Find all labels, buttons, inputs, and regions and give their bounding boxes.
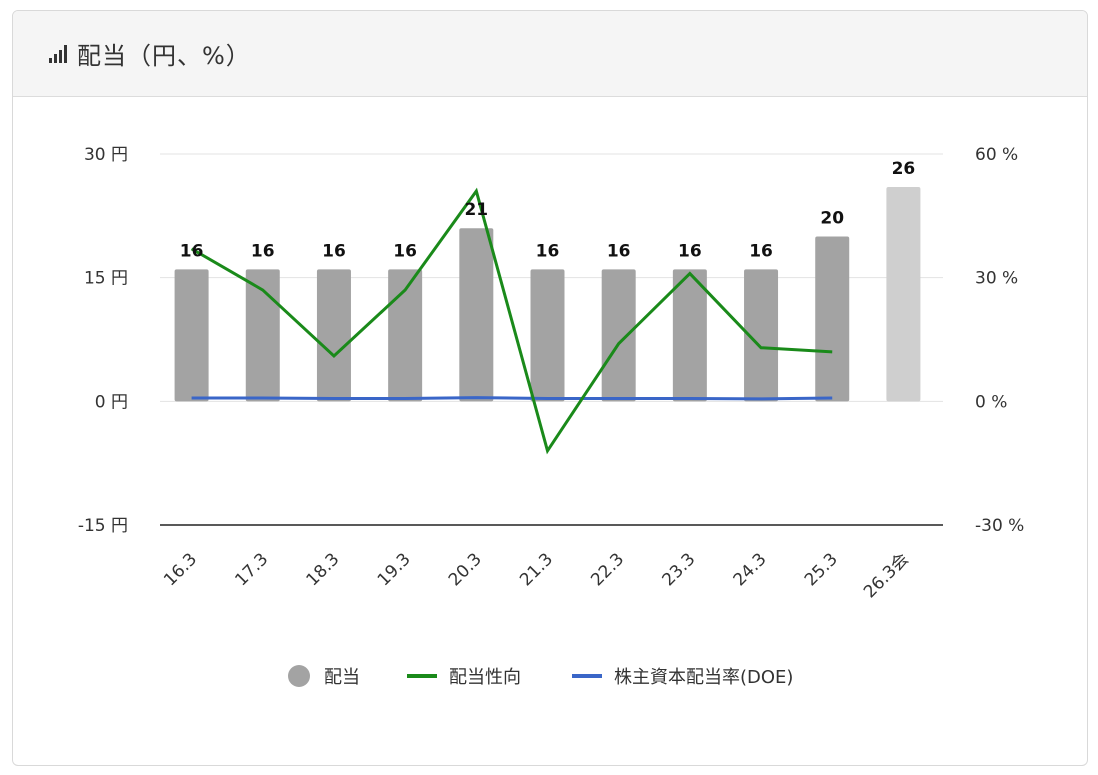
dividend-bar xyxy=(316,269,351,402)
bar-chart-icon xyxy=(49,44,67,63)
x-tick-label: 24.3 xyxy=(730,549,771,590)
x-tick-label: 18.3 xyxy=(303,549,344,590)
card-title: 配当（円、%） xyxy=(77,42,251,70)
dividend-bar xyxy=(744,269,779,402)
x-tick-label: 17.3 xyxy=(231,549,272,590)
y-right-tick-label: 0 % xyxy=(975,392,1007,412)
legend-label-doe: 株主資本配当率(DOE) xyxy=(614,667,793,688)
dividend-bar xyxy=(530,269,565,402)
dividend-bar xyxy=(459,228,494,402)
bar-value-label: 20 xyxy=(820,208,844,228)
dividend-bar xyxy=(886,186,921,402)
y-right-tick-label: 30 % xyxy=(975,269,1018,289)
bar-value-label: 16 xyxy=(607,241,631,261)
x-tick-label: 23.3 xyxy=(658,549,699,590)
dividend-bar xyxy=(815,236,850,402)
bar-value-label: 21 xyxy=(464,200,488,220)
y-right-tick-label: 60 % xyxy=(975,145,1018,165)
bar-value-label: 16 xyxy=(180,241,204,261)
dividend-bar xyxy=(174,269,209,402)
legend-label-payout: 配当性向 xyxy=(449,667,521,688)
x-tick-label: 26.3会 xyxy=(860,549,913,602)
dividend-bar xyxy=(388,269,423,402)
bar-value-label: 16 xyxy=(251,241,275,261)
x-tick-label: 20.3 xyxy=(445,549,486,590)
dividend-bar xyxy=(672,269,707,402)
bar-value-label: 16 xyxy=(393,241,417,261)
bar-value-label: 26 xyxy=(892,159,916,179)
x-tick-label: 21.3 xyxy=(516,549,557,590)
payout-ratio-line xyxy=(190,187,833,455)
bar-value-label: 16 xyxy=(678,241,702,261)
card-header: 配当（円、%） xyxy=(13,11,1087,97)
dividend-bar xyxy=(601,269,636,402)
y-left-tick-label: 15 円 xyxy=(84,269,128,289)
dividend-bar xyxy=(245,269,280,402)
y-left-tick-label: 30 円 xyxy=(84,145,128,165)
y-left-tick-label: -15 円 xyxy=(78,516,128,536)
legend-bar-swatch xyxy=(288,665,310,687)
y-left-tick-label: 0 円 xyxy=(95,392,128,412)
x-tick-label: 19.3 xyxy=(374,549,415,590)
x-tick-label: 16.3 xyxy=(160,549,201,590)
bar-value-label: 16 xyxy=(749,241,773,261)
y-right-tick-label: -30 % xyxy=(975,516,1024,536)
legend-label-dividend: 配当 xyxy=(324,667,360,688)
x-tick-label: 22.3 xyxy=(587,549,628,590)
bar-value-label: 16 xyxy=(322,241,346,261)
doe-line xyxy=(191,396,833,401)
bar-value-label: 16 xyxy=(536,241,560,261)
x-tick-label: 25.3 xyxy=(801,549,842,590)
